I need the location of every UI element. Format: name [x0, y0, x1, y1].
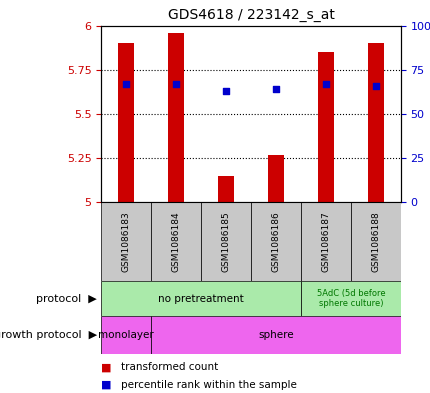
Text: no pretreatment: no pretreatment — [158, 294, 243, 304]
Bar — [101, 316, 151, 354]
Bar — [367, 43, 383, 202]
Text: protocol  ▶: protocol ▶ — [36, 294, 97, 304]
Point — [272, 86, 279, 92]
Text: GSM1086188: GSM1086188 — [371, 211, 380, 272]
Text: growth protocol  ▶: growth protocol ▶ — [0, 330, 97, 340]
Text: ■: ■ — [101, 362, 111, 373]
Bar — [317, 52, 333, 202]
Text: GSM1086186: GSM1086186 — [271, 211, 280, 272]
Text: percentile rank within the sample: percentile rank within the sample — [120, 380, 296, 390]
Point — [372, 83, 378, 89]
Bar — [118, 43, 134, 202]
Bar — [300, 202, 350, 281]
Point — [172, 81, 179, 87]
Point — [222, 88, 229, 94]
Bar — [168, 33, 184, 202]
Bar — [300, 281, 400, 316]
Text: GSM1086185: GSM1086185 — [221, 211, 230, 272]
Point — [123, 81, 129, 87]
Bar — [151, 202, 201, 281]
Point — [322, 81, 329, 87]
Bar — [267, 155, 283, 202]
Text: sphere: sphere — [258, 330, 293, 340]
Title: GDS4618 / 223142_s_at: GDS4618 / 223142_s_at — [167, 8, 334, 22]
Bar — [218, 176, 233, 202]
Text: GSM1086187: GSM1086187 — [321, 211, 330, 272]
Text: ■: ■ — [101, 380, 111, 390]
Text: monolayer: monolayer — [98, 330, 154, 340]
Bar — [101, 281, 300, 316]
Text: GSM1086184: GSM1086184 — [171, 211, 180, 272]
Bar — [250, 202, 300, 281]
Text: transformed count: transformed count — [120, 362, 218, 373]
Bar — [350, 202, 400, 281]
Bar — [151, 316, 400, 354]
Bar — [201, 202, 250, 281]
Text: GSM1086183: GSM1086183 — [121, 211, 130, 272]
Text: 5AdC (5d before
sphere culture): 5AdC (5d before sphere culture) — [316, 289, 384, 309]
Bar — [101, 202, 151, 281]
